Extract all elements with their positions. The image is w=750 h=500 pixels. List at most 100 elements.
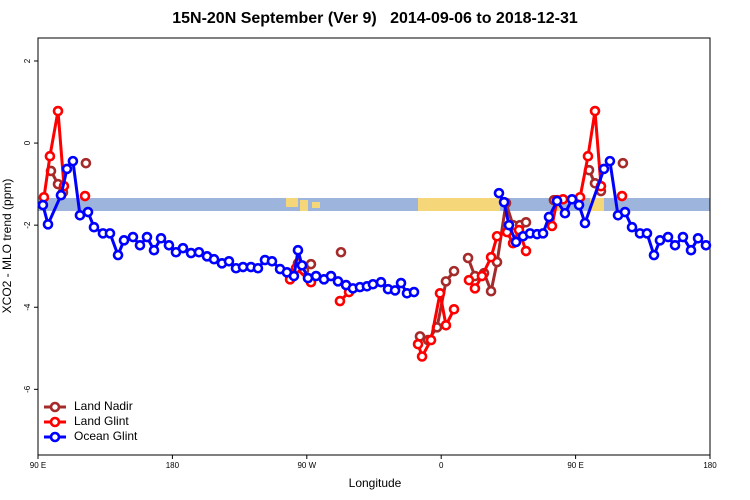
data-point — [37, 199, 49, 211]
data-point — [332, 276, 344, 287]
data-point — [493, 187, 505, 199]
data-point — [80, 157, 92, 169]
data-point — [104, 228, 116, 239]
x-tick-label: 180 — [703, 461, 717, 470]
data-point — [604, 155, 616, 167]
x-tick-label: 180 — [166, 461, 180, 470]
y-tick-label: -6 — [23, 385, 32, 393]
data-point — [546, 220, 558, 232]
land-ocean-strip — [38, 198, 710, 211]
data-point — [641, 228, 653, 239]
data-point — [163, 239, 175, 251]
data-point — [52, 105, 64, 117]
data-point — [543, 211, 555, 223]
data-point — [118, 235, 130, 246]
ocean-band — [38, 198, 710, 211]
data-point — [79, 190, 91, 202]
land-patch — [300, 200, 308, 211]
data-point — [434, 287, 446, 299]
data-point — [537, 228, 549, 239]
data-point — [598, 163, 610, 175]
chart-title: 15N-20N September (Ver 9) 2014-09-06 to … — [172, 10, 578, 27]
data-point — [61, 163, 73, 175]
legend-label: Ocean Glint — [74, 429, 138, 443]
data-point — [700, 239, 712, 251]
y-tick-label: -4 — [23, 303, 32, 311]
data-point — [42, 219, 54, 230]
x-tick-label: 90 E — [30, 461, 46, 470]
data-point — [288, 270, 300, 282]
data-point — [134, 239, 146, 251]
data-point — [582, 150, 594, 162]
y-axis-label: XCO2 - MLO trend (ppm) — [0, 179, 14, 314]
data-point — [677, 231, 689, 243]
data-point — [302, 272, 314, 284]
data-point — [223, 255, 235, 267]
data-point — [463, 274, 475, 286]
data-point — [55, 189, 67, 201]
data-point — [408, 286, 420, 298]
data-point — [503, 219, 515, 231]
data-point — [148, 244, 160, 256]
data-point — [669, 239, 681, 251]
data-point — [367, 278, 379, 290]
land-patch — [312, 202, 320, 208]
data-point — [616, 190, 628, 202]
data-point — [573, 199, 585, 211]
legend-marker — [49, 416, 61, 428]
data-point — [395, 277, 407, 289]
data-point — [685, 244, 697, 256]
x-tick-label: 90 W — [297, 461, 316, 470]
data-point — [648, 249, 660, 261]
data-point — [412, 338, 424, 350]
y-tick-label: 0 — [23, 140, 32, 145]
series-line — [41, 159, 707, 295]
series — [45, 157, 629, 346]
data-point — [334, 295, 346, 307]
data-point — [141, 231, 153, 243]
data-point — [208, 253, 220, 265]
data-point — [440, 276, 452, 287]
data-point — [491, 230, 503, 242]
data-point — [82, 206, 94, 218]
legend-marker — [49, 401, 61, 413]
data-point — [296, 260, 308, 271]
legend-label: Land Glint — [74, 414, 129, 428]
data-point — [448, 265, 460, 277]
land-patch — [418, 198, 500, 211]
data-point — [462, 252, 474, 264]
data-point — [375, 276, 387, 288]
land-patch — [286, 198, 298, 207]
data-point — [498, 196, 510, 208]
data-point — [566, 194, 578, 205]
data-point — [692, 232, 704, 244]
data-point — [292, 244, 304, 256]
legend-label: Land Nadir — [74, 399, 133, 413]
data-point — [559, 207, 571, 219]
data-point — [626, 221, 638, 233]
data-point — [305, 258, 317, 270]
data-point — [619, 206, 631, 218]
data-point — [448, 303, 460, 315]
data-point — [617, 157, 629, 169]
x-axis-label: Longitude — [349, 476, 402, 490]
y-tick-label: -2 — [23, 221, 32, 229]
data-point — [510, 236, 522, 248]
data-point — [416, 351, 428, 362]
data-point — [551, 195, 563, 207]
data-point — [476, 270, 488, 282]
data-point — [485, 285, 497, 297]
data-point — [325, 270, 337, 282]
data-point — [335, 246, 347, 258]
y-tick-label: 2 — [23, 58, 32, 63]
legend-marker — [49, 431, 61, 443]
data-point — [67, 155, 79, 167]
data-point — [155, 232, 167, 244]
data-point — [252, 262, 264, 274]
data-point — [485, 251, 497, 263]
series — [37, 155, 712, 299]
data-point — [425, 334, 437, 346]
